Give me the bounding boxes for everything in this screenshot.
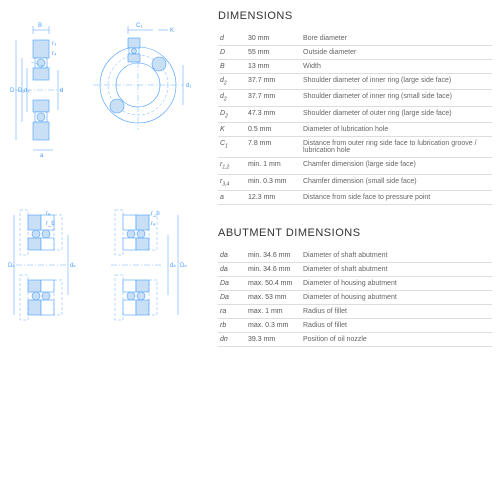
svg-text:da: da	[170, 263, 176, 269]
svg-text:D: D	[10, 88, 15, 94]
diagrams-column: D D₂ d₂ B a d r₃ r₄ C₁ K d₁ Da rₐ r_b da…	[8, 10, 218, 370]
desc-cell: Shoulder diameter of outer ring (large s…	[301, 106, 492, 122]
svg-text:r₃: r₃	[52, 41, 57, 47]
symbol-cell: d2	[218, 90, 246, 106]
abutment-title: ABUTMENT DIMENSIONS	[218, 227, 492, 239]
data-column: DIMENSIONS d30 mmBore diameterD55 mmOuts…	[218, 10, 492, 370]
desc-cell: Diameter of shaft abutment	[301, 262, 492, 276]
value-cell: 39.3 mm	[246, 332, 301, 346]
desc-cell: Width	[301, 60, 492, 74]
table-row: d30 mmBore diameter	[218, 32, 492, 46]
desc-cell: Shoulder diameter of inner ring (small s…	[301, 90, 492, 106]
symbol-cell: d	[218, 32, 246, 46]
dimensions-table: d30 mmBore diameterD55 mmOutside diamete…	[218, 32, 492, 205]
svg-text:r_b: r_b	[46, 221, 55, 227]
svg-text:C₁: C₁	[136, 23, 142, 29]
dimensions-diagram: D D₂ d₂ B a d r₃ r₄ C₁ K d₁	[8, 10, 208, 160]
value-cell: 37.7 mm	[246, 90, 301, 106]
value-cell: max. 1 mm	[246, 304, 301, 318]
desc-cell: Bore diameter	[301, 32, 492, 46]
table-row: Damax. 50.4 mmDiameter of housing abutme…	[218, 276, 492, 290]
desc-cell: Shoulder diameter of inner ring (large s…	[301, 74, 492, 90]
desc-cell: Radius of fillet	[301, 304, 492, 318]
value-cell: 0.5 mm	[246, 123, 301, 137]
svg-text:r₄: r₄	[52, 51, 57, 57]
value-cell: 12.3 mm	[246, 190, 301, 204]
table-row: D55 mmOutside diameter	[218, 46, 492, 60]
svg-text:d₂: d₂	[24, 88, 30, 94]
symbol-cell: D	[218, 46, 246, 60]
desc-cell: Distance from side face to pressure poin…	[301, 190, 492, 204]
table-row: Damax. 53 mmDiameter of housing abutment	[218, 290, 492, 304]
value-cell: 30 mm	[246, 32, 301, 46]
abutment-diagram: Da rₐ r_b da r_b rₐ da Da	[8, 195, 208, 335]
value-cell: 7.8 mm	[246, 137, 301, 158]
svg-text:da: da	[70, 263, 76, 269]
symbol-cell: C1	[218, 137, 246, 158]
table-row: D247.3 mmShoulder diameter of outer ring…	[218, 106, 492, 122]
value-cell: 37.7 mm	[246, 74, 301, 90]
value-cell: 55 mm	[246, 46, 301, 60]
symbol-cell: da	[218, 249, 246, 263]
table-row: K0.5 mmDiameter of lubrication hole	[218, 123, 492, 137]
table-row: B13 mmWidth	[218, 60, 492, 74]
desc-cell: Chamfer dimension (large side face)	[301, 158, 492, 174]
table-row: rbmax. 0.3 mmRadius of fillet	[218, 318, 492, 332]
table-row: a12.3 mmDistance from side face to press…	[218, 190, 492, 204]
desc-cell: Diameter of housing abutment	[301, 290, 492, 304]
value-cell: max. 50.4 mm	[246, 276, 301, 290]
abutment-table: damin. 34.6 mmDiameter of shaft abutment…	[218, 249, 492, 347]
value-cell: min. 0.3 mm	[246, 174, 301, 190]
symbol-cell: Da	[218, 290, 246, 304]
svg-text:r_b: r_b	[151, 211, 160, 217]
value-cell: 47.3 mm	[246, 106, 301, 122]
desc-cell: Diameter of housing abutment	[301, 276, 492, 290]
table-row: d237.7 mmShoulder diameter of inner ring…	[218, 74, 492, 90]
svg-text:Da: Da	[180, 263, 187, 269]
svg-text:B: B	[38, 23, 42, 29]
symbol-cell: Da	[218, 276, 246, 290]
desc-cell: Distance from outer ring side face to lu…	[301, 137, 492, 158]
svg-text:d: d	[60, 88, 63, 94]
table-row: damin. 34.6 mmDiameter of shaft abutment	[218, 249, 492, 263]
symbol-cell: a	[218, 190, 246, 204]
symbol-cell: rb	[218, 318, 246, 332]
svg-text:rₐ: rₐ	[151, 221, 156, 227]
table-row: r1,2min. 1 mmChamfer dimension (large si…	[218, 158, 492, 174]
desc-cell: Position of oil nozzle	[301, 332, 492, 346]
svg-text:a: a	[40, 153, 44, 159]
value-cell: max. 0.3 mm	[246, 318, 301, 332]
symbol-cell: da	[218, 262, 246, 276]
value-cell: 13 mm	[246, 60, 301, 74]
symbol-cell: B	[218, 60, 246, 74]
svg-text:K: K	[170, 28, 174, 34]
symbol-cell: r3,4	[218, 174, 246, 190]
value-cell: max. 53 mm	[246, 290, 301, 304]
symbol-cell: ra	[218, 304, 246, 318]
desc-cell: Radius of fillet	[301, 318, 492, 332]
desc-cell: Chamfer dimension (small side face)	[301, 174, 492, 190]
symbol-cell: r1,2	[218, 158, 246, 174]
symbol-cell: d2	[218, 74, 246, 90]
desc-cell: Diameter of lubrication hole	[301, 123, 492, 137]
value-cell: min. 1 mm	[246, 158, 301, 174]
symbol-cell: dn	[218, 332, 246, 346]
dimensions-title: DIMENSIONS	[218, 10, 492, 22]
table-row: C17.8 mmDistance from outer ring side fa…	[218, 137, 492, 158]
table-row: d237.7 mmShoulder diameter of inner ring…	[218, 90, 492, 106]
symbol-cell: K	[218, 123, 246, 137]
symbol-cell: D2	[218, 106, 246, 122]
svg-text:d₁: d₁	[186, 83, 191, 89]
table-row: r3,4min. 0.3 mmChamfer dimension (small …	[218, 174, 492, 190]
desc-cell: Diameter of shaft abutment	[301, 249, 492, 263]
desc-cell: Outside diameter	[301, 46, 492, 60]
table-row: dn39.3 mmPosition of oil nozzle	[218, 332, 492, 346]
value-cell: min. 34.6 mm	[246, 262, 301, 276]
table-row: ramax. 1 mmRadius of fillet	[218, 304, 492, 318]
table-row: damin. 34.6 mmDiameter of shaft abutment	[218, 262, 492, 276]
value-cell: min. 34.6 mm	[246, 249, 301, 263]
